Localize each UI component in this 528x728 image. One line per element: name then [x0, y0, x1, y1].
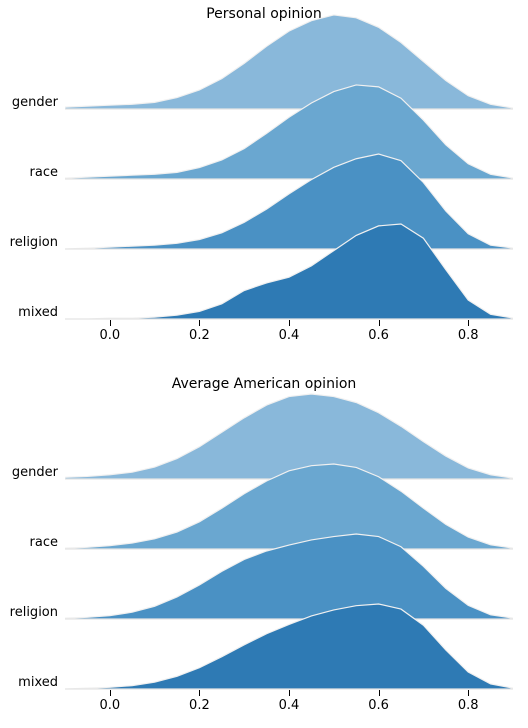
density-path-mixed: [65, 604, 513, 689]
category-label-race: race: [0, 535, 58, 550]
category-label-mixed: mixed: [0, 675, 58, 690]
tick: [289, 320, 290, 326]
ridgeline-panel-average: genderracereligionmixed0.00.20.40.60.8: [0, 410, 528, 690]
ridgeline-panel-personal: genderracereligionmixed0.00.20.40.60.8: [0, 40, 528, 320]
x-axis: 0.0 0.2 0.4 0.6 0.8: [65, 320, 513, 348]
tick-label: 0.4: [279, 328, 300, 343]
tick-label: 0.2: [189, 698, 210, 713]
tick: [199, 690, 200, 696]
ridge-row-mixed: mixed: [0, 250, 528, 320]
category-label-religion: religion: [0, 235, 58, 250]
tick-label: 0.8: [458, 328, 479, 343]
tick: [468, 320, 469, 326]
category-label-gender: gender: [0, 465, 58, 480]
tick-label: 0.0: [99, 328, 120, 343]
tick: [110, 320, 111, 326]
x-axis: 0.0 0.2 0.4 0.6 0.8: [65, 690, 513, 718]
ridge-row-mixed: mixed: [0, 620, 528, 690]
category-label-race: race: [0, 165, 58, 180]
figure: Personal opinion genderracereligionmixed…: [0, 0, 528, 728]
tick-label: 0.6: [368, 698, 389, 713]
category-label-gender: gender: [0, 95, 58, 110]
tick-label: 0.4: [279, 698, 300, 713]
tick: [289, 690, 290, 696]
tick: [379, 320, 380, 326]
panel-title-average: Average American opinion: [0, 376, 528, 392]
tick-label: 0.2: [189, 328, 210, 343]
category-label-mixed: mixed: [0, 305, 58, 320]
tick-label: 0.6: [368, 328, 389, 343]
density-mixed: [65, 601, 513, 690]
tick-label: 0.0: [99, 698, 120, 713]
density-mixed: [65, 221, 513, 320]
tick-label: 0.8: [458, 698, 479, 713]
tick: [110, 690, 111, 696]
tick: [379, 690, 380, 696]
tick: [468, 690, 469, 696]
tick: [199, 320, 200, 326]
density-path-mixed: [65, 224, 513, 319]
category-label-religion: religion: [0, 605, 58, 620]
